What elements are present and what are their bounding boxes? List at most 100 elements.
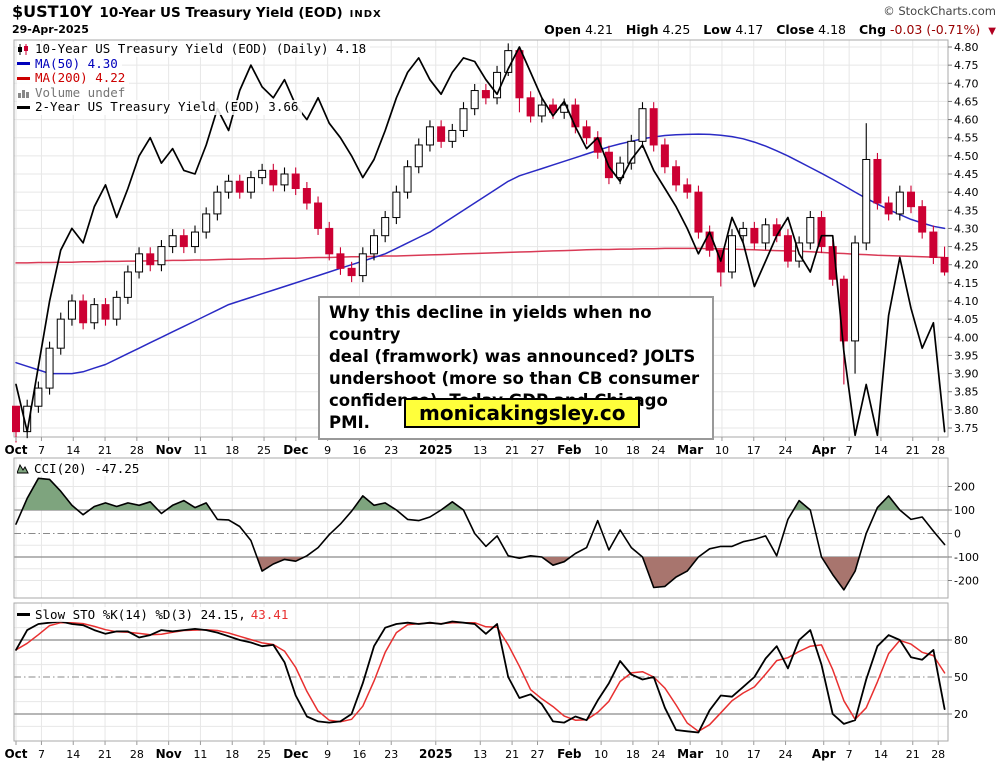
y-axis-label: 4.55 (954, 132, 979, 145)
x-axis-label: Apr (812, 443, 836, 457)
legend-label: MA(200) 4.22 (35, 70, 126, 85)
x-axis-label-bottom: 24 (779, 748, 793, 761)
candle-body (739, 227, 748, 237)
candle-body (940, 256, 949, 273)
x-axis-label-bottom: 16 (352, 748, 366, 761)
y-axis-label: 3.90 (954, 368, 979, 381)
candle-body (750, 227, 759, 244)
cci-axis-label: 0 (954, 528, 961, 541)
x-axis-label: Dec (283, 443, 308, 457)
legend-label: 2-Year US Treasury Yield (EOD) 3.66 (35, 99, 299, 114)
sto-axis-label: 50 (954, 671, 968, 684)
x-axis-label-bottom: 7 (846, 748, 853, 761)
candle-body (918, 206, 927, 233)
x-axis-label: 17 (747, 444, 761, 457)
candle-body (660, 144, 669, 168)
candle-body (336, 253, 345, 269)
legend-label: MA(50) 4.30 (35, 55, 118, 71)
candle-body (101, 304, 110, 320)
x-axis-label: 18 (626, 444, 640, 457)
y-axis-label: 3.75 (954, 422, 979, 435)
x-axis-label-bottom: 18 (626, 748, 640, 761)
candle-body (213, 191, 222, 215)
y-axis-label: 3.80 (954, 404, 979, 417)
line-swatch-icon (17, 613, 30, 616)
candle-body (649, 108, 658, 146)
candle-body (481, 90, 490, 99)
main-legend: 10-Year US Treasury Yield (EOD) (Daily) … (17, 41, 371, 115)
line-swatch-icon (17, 105, 30, 109)
cci-area-icon (17, 463, 29, 474)
y-axis-label: 4.70 (954, 77, 979, 90)
x-axis-label-bottom: 13 (473, 748, 487, 761)
x-axis-label: 10 (594, 444, 608, 457)
cci-axis-label: -100 (954, 551, 979, 564)
y-axis-label: 4.25 (954, 241, 979, 254)
candle-body (280, 173, 289, 186)
x-axis-label: 25 (257, 444, 271, 457)
x-axis-label-bottom: 28 (130, 748, 144, 761)
candle-body (258, 169, 267, 179)
x-axis-label: 16 (352, 444, 366, 457)
candle-body (414, 144, 423, 168)
candle-body (929, 231, 938, 258)
x-axis-label: 24 (779, 444, 793, 457)
x-axis-label: 11 (193, 444, 207, 457)
x-axis-label: Oct (4, 443, 27, 457)
x-axis-label-bottom: 10 (594, 748, 608, 761)
x-axis-label-bottom: 7 (38, 748, 45, 761)
cci-label-text: CCI(20) -47.25 (34, 461, 140, 476)
cci-axis-label: 200 (954, 481, 975, 494)
candle-body (381, 217, 390, 237)
candle-body (616, 162, 625, 179)
x-axis-label: 24 (651, 444, 665, 457)
candle-body (437, 126, 446, 142)
candle-body (157, 246, 166, 266)
candle-body (246, 177, 255, 193)
candle-body (761, 224, 770, 244)
x-axis-label-bottom: 28 (931, 748, 945, 761)
watermark-label: monicakingsley.co (404, 398, 641, 428)
candle-body (851, 242, 860, 342)
x-axis-label: 28 (130, 444, 144, 457)
legend-row-ma50: MA(50) 4.30 (17, 55, 122, 71)
chart-date: 29-Apr-2025 (12, 23, 89, 36)
candle-body (862, 158, 871, 244)
candle-body (873, 158, 882, 204)
candle-body (884, 202, 893, 215)
y-axis-label: 4.35 (954, 204, 979, 217)
x-axis-label: 9 (324, 444, 331, 457)
cci-axis-label: -200 (954, 575, 979, 588)
candle-body (314, 202, 323, 229)
candle-body (627, 140, 636, 164)
x-axis-label-bottom: 21 (906, 748, 920, 761)
candle-body (358, 253, 367, 277)
candle-body (90, 304, 99, 324)
cci-oversold-fill (257, 557, 860, 590)
x-axis-label: Nov (156, 443, 182, 457)
chg-value: -0.03 (-0.71%) (890, 22, 981, 37)
candle-body (683, 184, 692, 193)
open-label: Open (544, 22, 582, 37)
line-swatch-icon (17, 62, 30, 66)
y-axis-label: 4.60 (954, 114, 979, 127)
candle-body (12, 405, 20, 433)
candle-body (727, 235, 736, 273)
candle-body (67, 300, 76, 320)
candle-body (537, 104, 546, 117)
y-axis-label: 4.15 (954, 277, 979, 290)
cci-panel-label: CCI(20) -47.25 (17, 461, 144, 476)
x-axis-label-bottom: 18 (225, 748, 239, 761)
x-axis-label: 14 (66, 444, 80, 457)
x-axis-label: 18 (225, 444, 239, 457)
x-axis-label-bottom: Nov (156, 747, 182, 761)
x-axis-label: 10 (715, 444, 729, 457)
y-axis-label: 3.85 (954, 386, 979, 399)
y-axis-label: 4.65 (954, 95, 979, 108)
volume-bars-icon (18, 89, 29, 98)
candle-body (672, 166, 681, 186)
legend-row-volume: Volume undef (17, 85, 130, 100)
x-axis-label-bottom: 2025 (419, 747, 452, 761)
